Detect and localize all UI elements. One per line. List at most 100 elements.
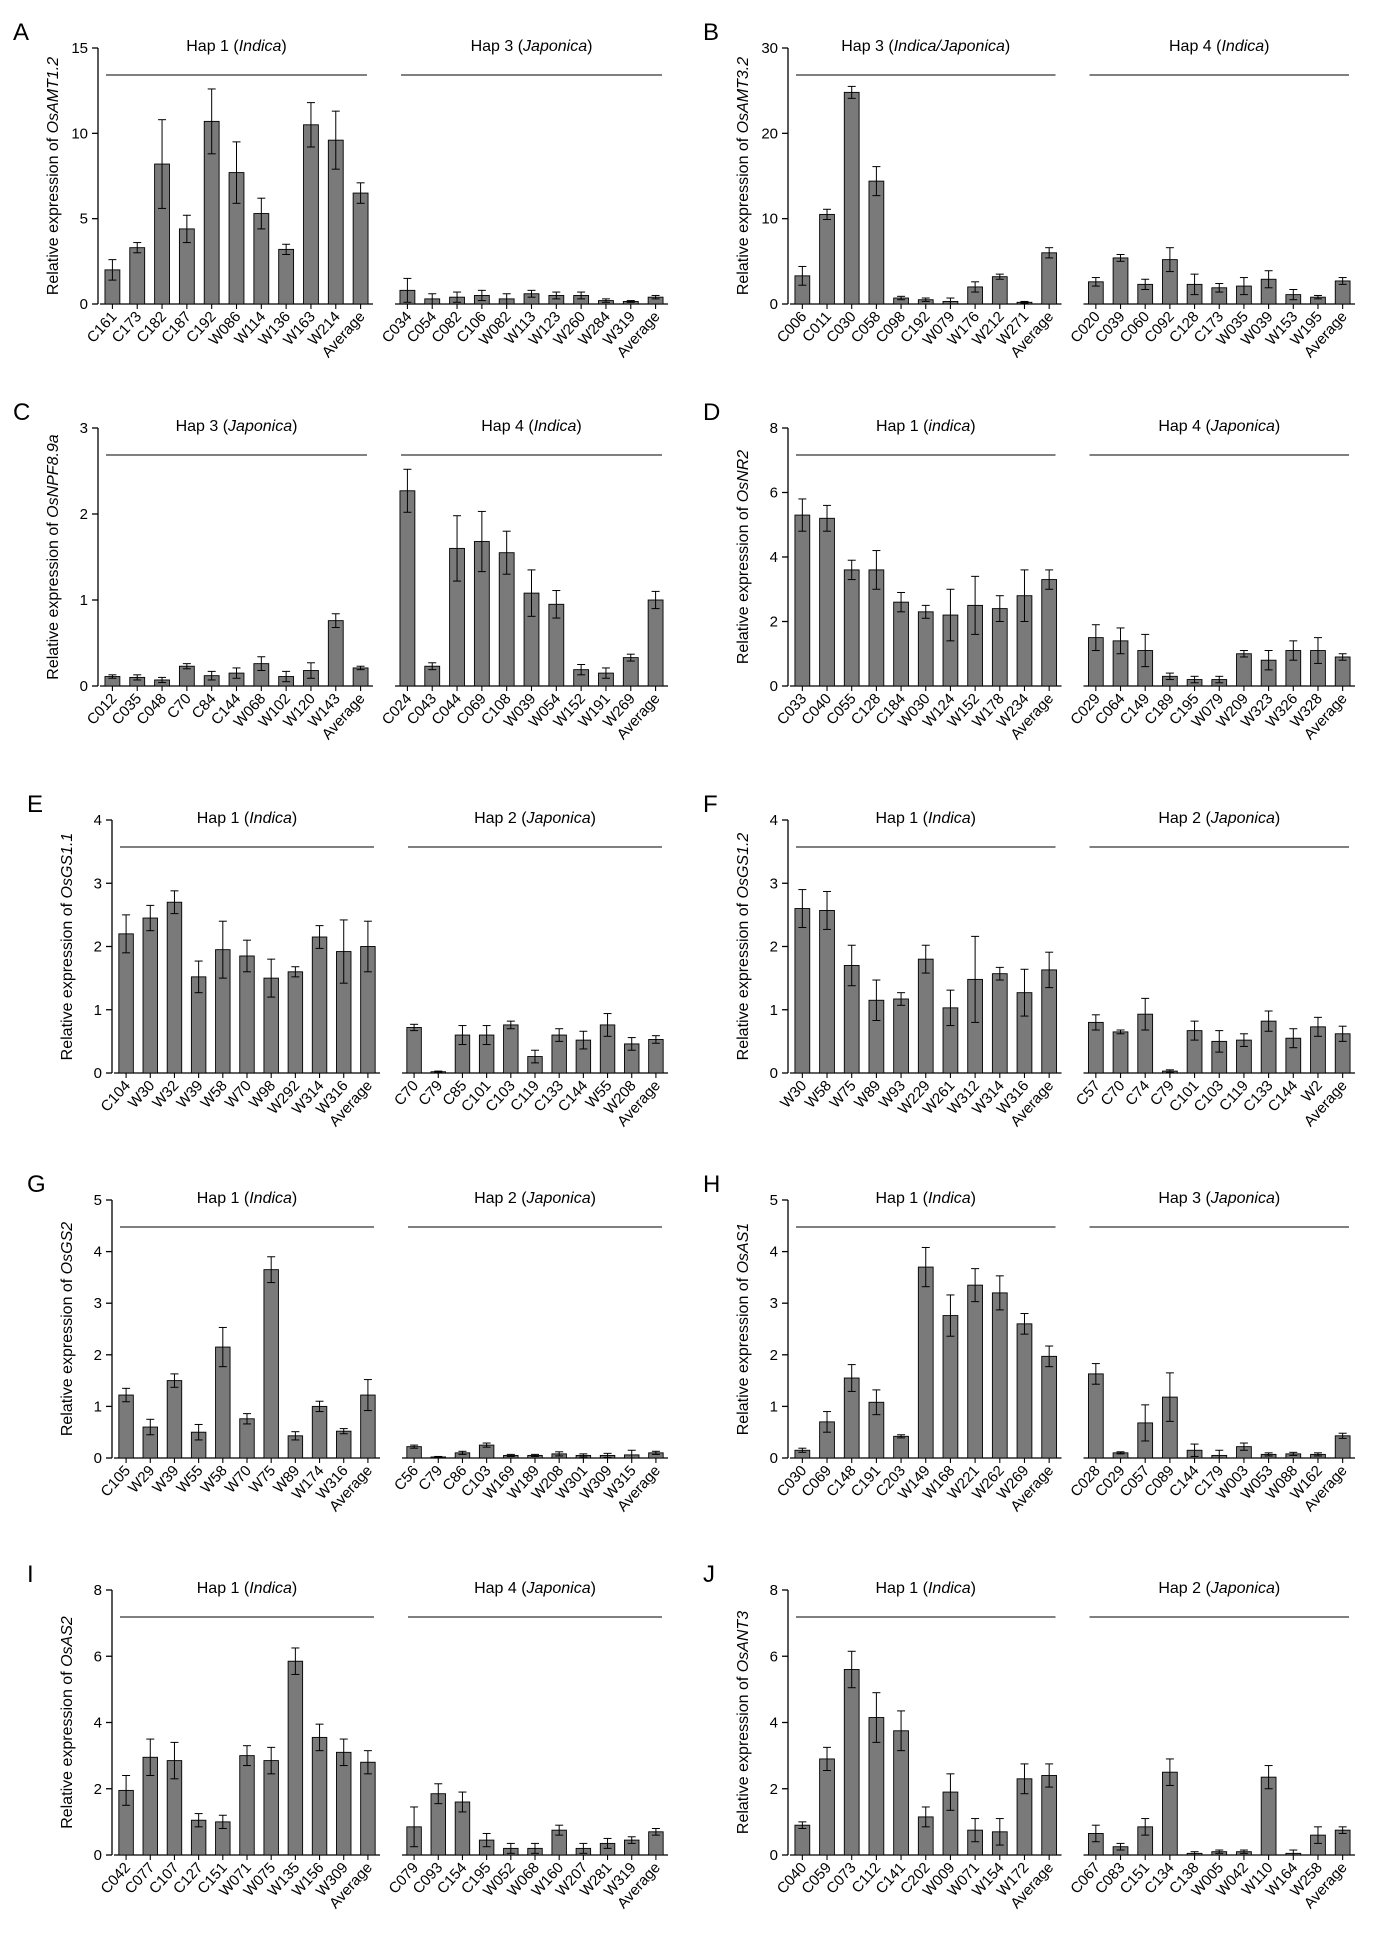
y-tick-label: 0 [80, 678, 88, 695]
y-tick-label: 6 [770, 1648, 778, 1665]
y-tick-label: 3 [94, 1295, 102, 1312]
y-tick-label: 1 [94, 1002, 102, 1019]
bar [893, 601, 909, 687]
bar [917, 958, 934, 1074]
panel-j: J 0 2 4 6 8 Relative expression of OsANT3 Hap 1… [703, 1561, 1355, 1912]
bar [311, 1736, 328, 1856]
panel-label: A [13, 19, 29, 46]
bar [166, 901, 183, 1074]
group-1: Hap 1 (Indica)C040C059C073C112C141C202W0… [774, 1580, 1062, 1912]
bar [1112, 257, 1129, 305]
y-tick-label: 3 [770, 875, 778, 892]
x-tick-label: C79 [415, 1077, 446, 1109]
bar [263, 1760, 279, 1856]
panel-d: D 0 2 4 6 8 Relative expression of OsNR2 Hap 1 … [703, 399, 1355, 743]
y-axis-label: Relative expression of OsGS1.1 [59, 833, 76, 1061]
group-2: Hap 4 (Japonica)C029C064C149C189C195W079… [1067, 418, 1355, 743]
y-tick-label: 2 [94, 1781, 102, 1798]
bar [263, 1269, 279, 1459]
group-1: Hap 1 (Indica)C042C077C107C127C151W071W0… [97, 1580, 380, 1912]
group-label: Hap 2 (Japonica) [474, 1190, 596, 1207]
group-2: Hap 3 (Japonica)C028C029C057C089C144C179… [1067, 1190, 1355, 1515]
panel-label: I [27, 1561, 34, 1588]
y-tick-label: 2 [770, 614, 778, 631]
y-tick-label: 0 [94, 1065, 102, 1082]
y-tick-label: 5 [80, 211, 88, 228]
bar [352, 192, 369, 305]
y-axis-label: Relative expression of OsAS1 [735, 1223, 752, 1436]
bar [1236, 653, 1252, 687]
bar [893, 998, 909, 1074]
panel-g: G 0 1 2 3 4 5 Relative expression of OsGS2 Hap 1… [27, 1171, 668, 1515]
y-tick-label: 10 [71, 125, 88, 142]
bar [942, 1315, 959, 1459]
bar [819, 1758, 835, 1856]
group-2: Hap 4 (Indica)C020C039C060C092C128C173W0… [1067, 38, 1355, 361]
y-tick-label: 1 [80, 592, 88, 609]
bar [336, 1751, 352, 1856]
bar [843, 1669, 860, 1856]
panel-f: F 0 1 2 3 4 Relative expression of OsGS1.2 Hap … [703, 791, 1355, 1130]
y-axis-label: Relative expression of OsNPF8.9a [45, 434, 62, 680]
bar [991, 1292, 1008, 1459]
y-tick-label: 15 [71, 40, 88, 57]
bar [1112, 1031, 1129, 1074]
y-tick-label: 0 [94, 1847, 102, 1864]
bar [917, 611, 934, 687]
group-label: Hap 4 (Indica) [1169, 38, 1270, 55]
y-tick-label: 4 [770, 549, 778, 566]
bar [311, 1405, 328, 1459]
bar [1334, 656, 1351, 687]
panel-h: H 0 1 2 3 4 5 Relative expression of OsAS1 Hap 1… [703, 1171, 1355, 1515]
bar [648, 1039, 664, 1074]
panel-label: J [703, 1561, 715, 1588]
bar [311, 936, 328, 1074]
y-tick-label: 5 [94, 1192, 102, 1209]
bar [893, 1435, 909, 1459]
bar [287, 1660, 304, 1856]
bar [352, 667, 369, 687]
y-tick-label: 20 [761, 125, 778, 142]
panel-label: C [13, 399, 30, 426]
y-tick-label: 4 [770, 1715, 778, 1732]
panel-label: E [27, 791, 43, 818]
group-label: Hap 1 (Indica) [197, 810, 298, 827]
y-tick-label: 3 [94, 875, 102, 892]
y-axis-label: Relative expression of OsAMT3.2 [735, 57, 752, 295]
group-1: Hap 1 (Indica)W30W58W75W89W93W229W261W31… [777, 810, 1062, 1130]
y-tick-label: 0 [80, 296, 88, 313]
x-tick-label: C79 [415, 1462, 446, 1494]
group-2: Hap 2 (Japonica)C57C70C74C79C101C103C119… [1073, 810, 1355, 1130]
panel-i: I 0 2 4 6 8 Relative expression of OsAS2 Hap 1 … [27, 1561, 668, 1912]
y-tick-label: 0 [770, 1450, 778, 1467]
y-tick-label: 2 [770, 1347, 778, 1364]
x-tick-label: C70 [164, 690, 195, 722]
bar [1334, 1435, 1351, 1459]
panel-c: C 0 1 2 3 Relative expression of OsNPF8.9a Hap… [13, 399, 668, 743]
group-2: Hap 2 (Japonica)C067C083C151C134C138W005… [1067, 1580, 1355, 1912]
y-tick-label: 4 [94, 1715, 102, 1732]
panel-label: B [703, 19, 719, 46]
bar [1041, 1355, 1058, 1459]
y-tick-label: 2 [770, 1781, 778, 1798]
group-1: Hap 1 (Indica)C030C069C148C191C203W149W1… [774, 1190, 1062, 1515]
y-axis-label: Relative expression of OsAS2 [59, 1616, 76, 1829]
y-tick-label: 4 [770, 812, 778, 829]
group-label: Hap 4 (Japonica) [1158, 418, 1280, 435]
bar [399, 490, 416, 687]
bar [819, 213, 835, 305]
group-label: Hap 1 (Indica) [197, 1580, 298, 1597]
group-label: Hap 4 (Indica) [481, 418, 582, 435]
x-tick-label: C70 [391, 1077, 422, 1109]
y-tick-label: 4 [94, 812, 102, 829]
bar [360, 1761, 376, 1856]
y-tick-label: 0 [770, 1065, 778, 1082]
y-tick-label: 0 [770, 678, 778, 695]
group-label: Hap 2 (Japonica) [1158, 1580, 1280, 1597]
x-tick-label: C57 [1073, 1077, 1104, 1109]
group-label: Hap 2 (Japonica) [1158, 810, 1280, 827]
y-tick-label: 10 [761, 211, 778, 228]
bar [991, 973, 1008, 1074]
panel-e: E 0 1 2 3 4 Relative expression of OsGS1.1 Hap … [27, 791, 668, 1130]
